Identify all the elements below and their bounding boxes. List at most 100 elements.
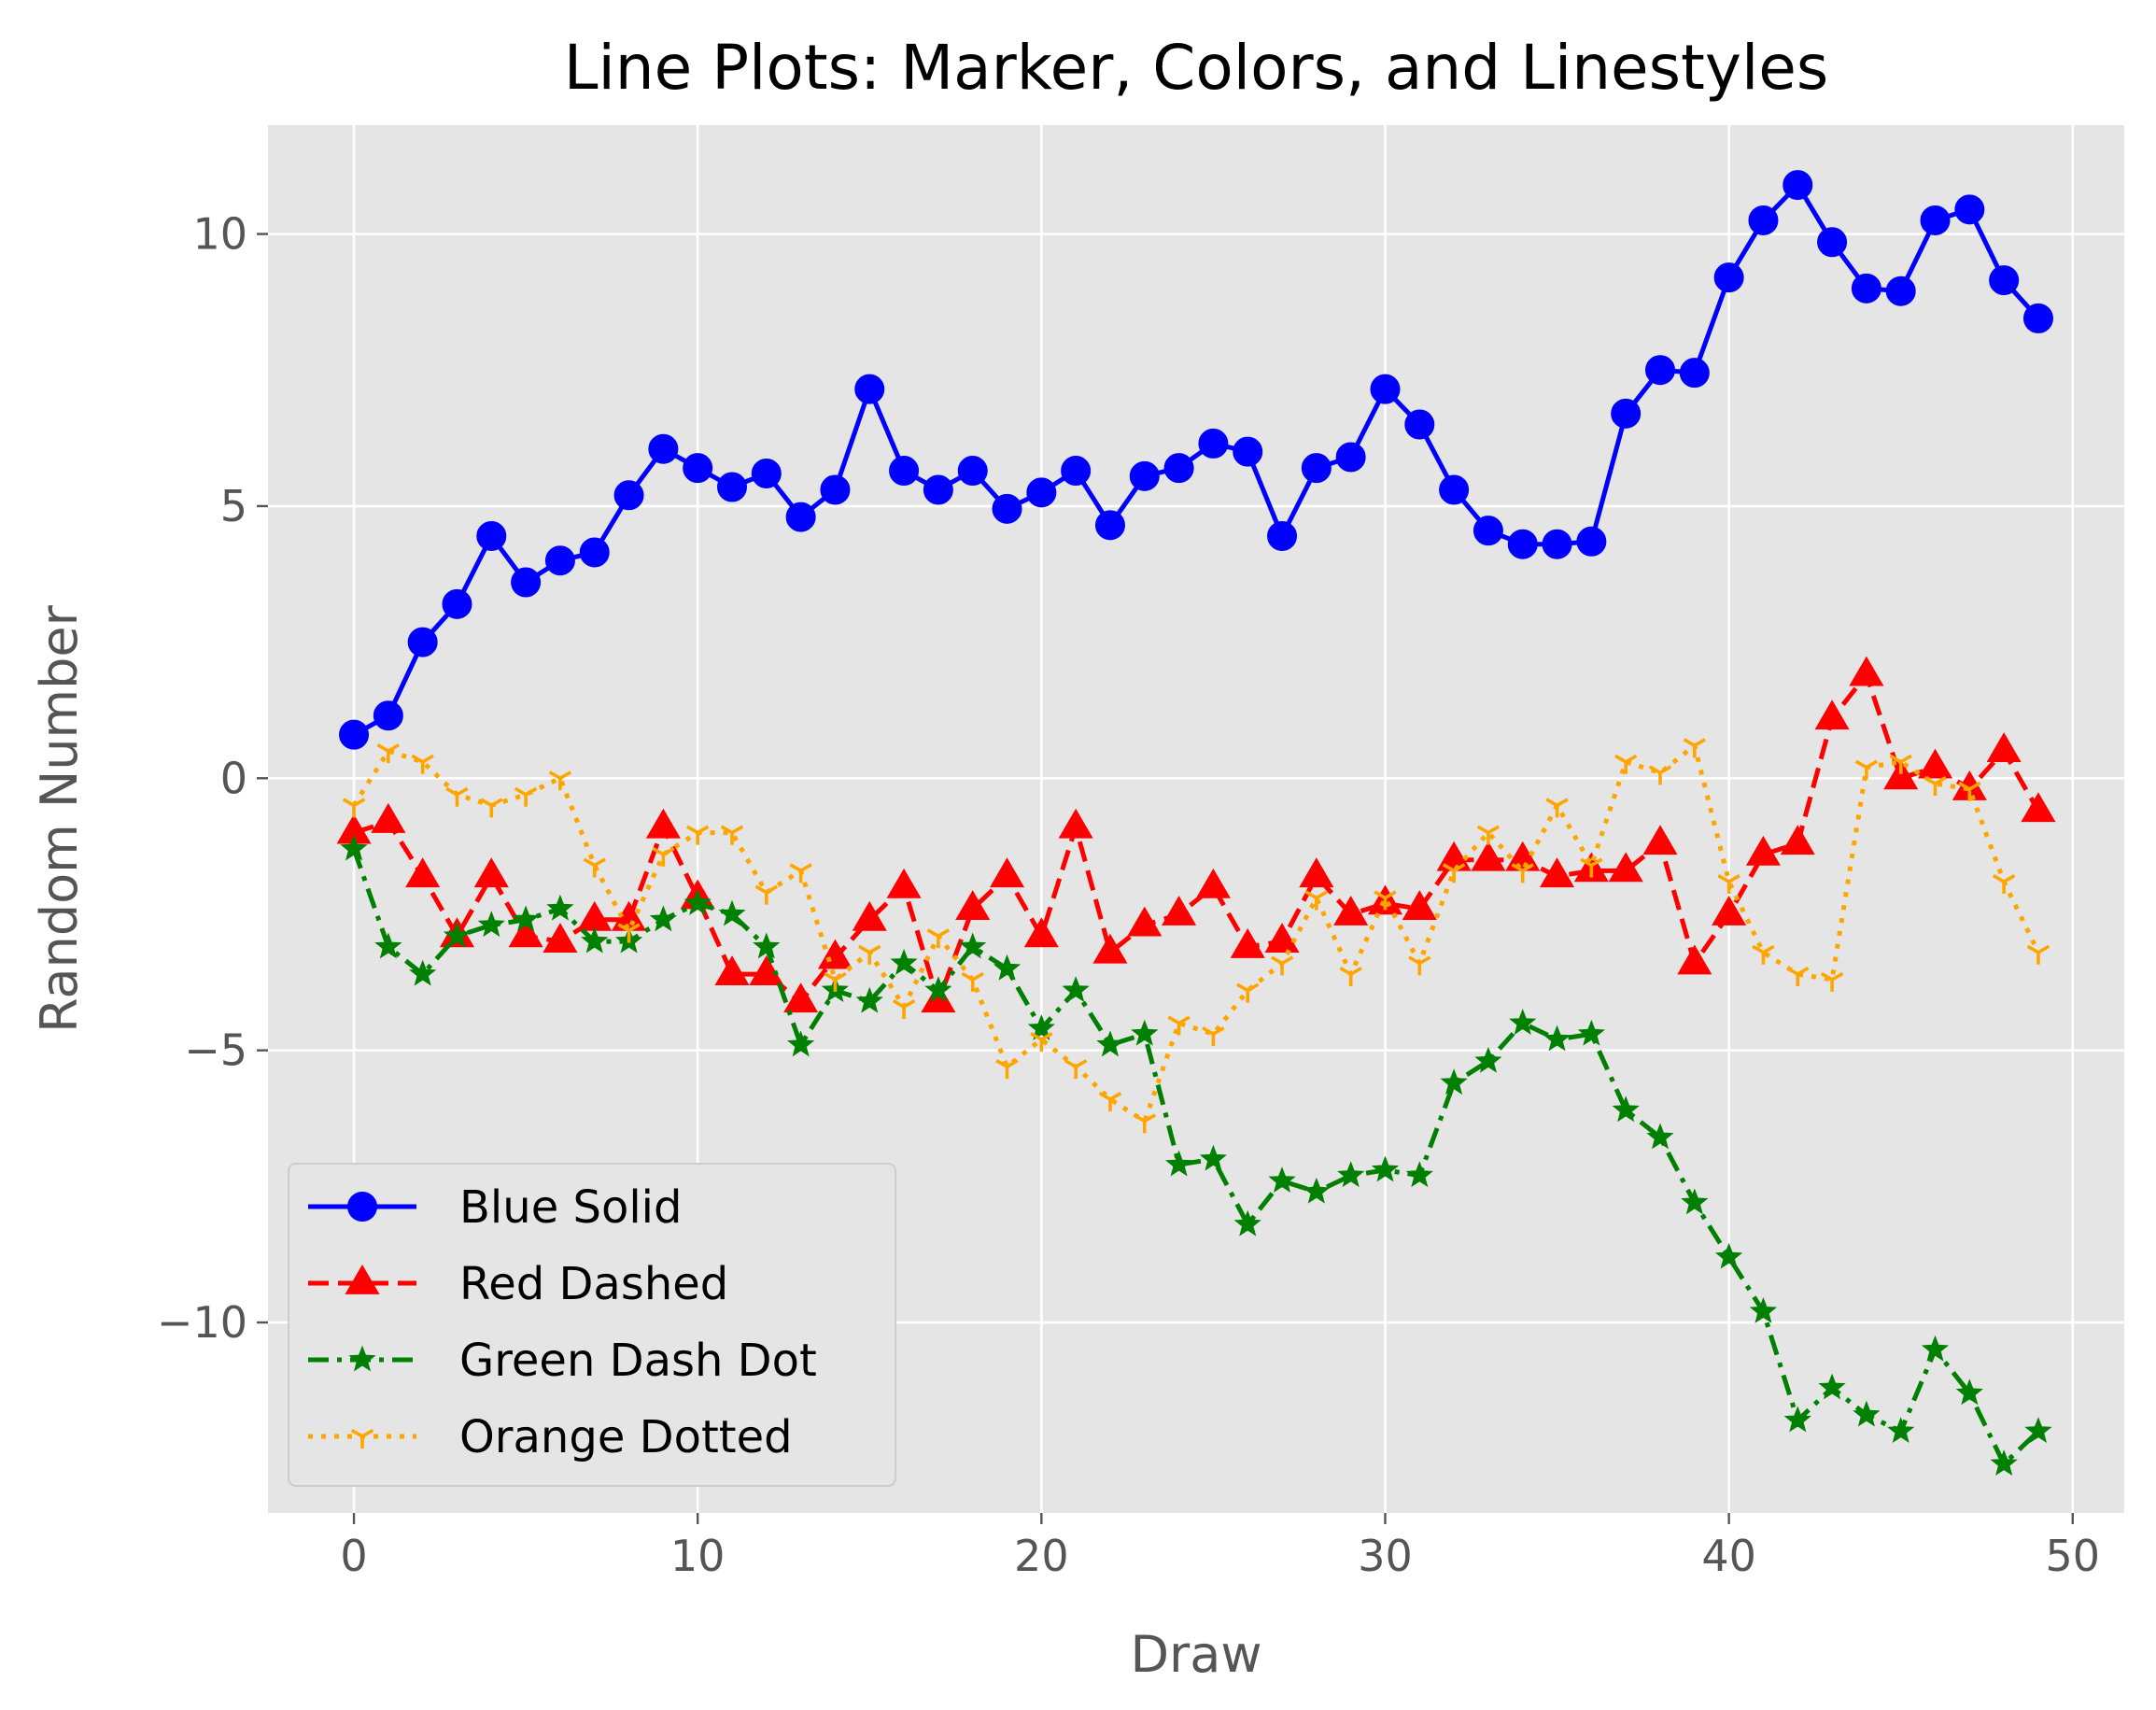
data-point-orange-dotted — [1442, 863, 1466, 883]
data-point-red-dashed — [886, 868, 922, 898]
data-point-orange-dotted — [1304, 890, 1329, 911]
data-point-green-dash-dot — [786, 1030, 815, 1057]
data-point-red-dashed — [508, 917, 543, 948]
data-point-red-dashed — [1849, 656, 1884, 686]
data-point-orange-dotted — [548, 770, 572, 791]
data-point-orange-dotted — [1992, 873, 2016, 895]
data-point-red-dashed — [1299, 857, 1334, 888]
data-point-blue-solid — [1507, 529, 1538, 559]
x-axis-ticks: 0 10 20 30 40 50 — [340, 1513, 2100, 1581]
legend-label-green-dash-dot: Green Dash Dot — [459, 1335, 817, 1387]
data-point-green-dash-dot — [649, 905, 678, 932]
data-point-green-dash-dot — [443, 921, 472, 948]
data-point-blue-solid — [1783, 170, 1813, 201]
data-point-green-dash-dot — [1921, 1335, 1950, 1362]
data-point-green-dash-dot — [1164, 1150, 1193, 1177]
data-point-orange-dotted — [1648, 765, 1672, 785]
data-point-orange-dotted — [411, 754, 434, 774]
data-point-orange-dotted — [652, 846, 675, 867]
data-point-red-dashed — [1712, 895, 1747, 926]
data-point-blue-solid — [1163, 453, 1194, 484]
legend: Blue Solid Red Dashed Green Dash Dot Orange… — [288, 1163, 896, 1487]
data-point-blue-solid — [1748, 205, 1779, 235]
data-point-red-dashed — [783, 982, 819, 1013]
data-point-blue-solid — [544, 545, 575, 576]
data-point-blue-solid — [579, 537, 610, 568]
data-point-red-dashed — [1230, 927, 1265, 958]
data-point-green-dash-dot — [1681, 1188, 1709, 1215]
data-point-green-dash-dot — [1990, 1449, 2018, 1477]
data-point-orange-dotted — [1030, 1031, 1053, 1053]
data-point-blue-solid — [476, 520, 507, 551]
y-tick-label: 0 — [220, 753, 247, 803]
data-point-red-dashed — [1264, 923, 1300, 954]
data-point-orange-dotted — [480, 798, 503, 818]
data-point-blue-solid — [923, 474, 953, 505]
series-blue-solid — [339, 170, 2053, 750]
legend-label-blue-solid: Blue Solid — [459, 1181, 682, 1234]
data-point-orange-dotted — [1752, 944, 1775, 965]
data-point-green-dash-dot — [1096, 1030, 1124, 1057]
data-point-orange-dotted — [754, 884, 779, 905]
data-point-blue-solid — [1473, 516, 1503, 546]
data-point-blue-solid — [1267, 520, 1298, 551]
data-point-red-dashed — [749, 955, 784, 985]
data-point-blue-solid — [613, 480, 644, 511]
data-point-red-dashed — [2021, 792, 2056, 823]
data-point-orange-dotted — [1923, 776, 1947, 797]
legend-marker-orange-dotted — [350, 1428, 374, 1449]
data-point-red-dashed — [1780, 825, 1815, 855]
data-point-red-dashed — [1883, 759, 1919, 790]
data-point-orange-dotted — [858, 944, 881, 965]
series-red-dashed — [336, 656, 2056, 1013]
y-tick-label: 10 — [192, 209, 247, 260]
data-point-green-dash-dot — [924, 976, 952, 1003]
data-point-green-dash-dot — [512, 905, 540, 932]
data-point-red-dashed — [1745, 835, 1781, 866]
data-point-red-dashed — [473, 857, 509, 888]
data-point-orange-dotted — [1476, 825, 1501, 845]
data-point-green-dash-dot — [1233, 1209, 1261, 1237]
data-point-green-dash-dot — [581, 926, 609, 954]
data-point-orange-dotted — [1408, 955, 1431, 976]
data-point-green-dash-dot — [340, 834, 368, 861]
data-point-blue-solid — [1542, 529, 1572, 559]
data-point-orange-dotted — [617, 923, 641, 943]
data-point-blue-solid — [683, 453, 713, 484]
data-point-blue-solid — [1026, 477, 1057, 508]
data-point-orange-dotted — [685, 825, 710, 845]
data-point-orange-dotted — [720, 825, 744, 845]
data-point-orange-dotted — [1202, 1026, 1225, 1047]
data-point-blue-solid — [1439, 474, 1470, 505]
data-point-green-dash-dot — [1853, 1400, 1881, 1427]
data-point-red-dashed — [1162, 895, 1197, 926]
x-tick-label: 50 — [2046, 1531, 2101, 1581]
data-point-orange-dotted — [376, 743, 401, 764]
data-point-green-dash-dot — [1405, 1161, 1433, 1188]
x-tick-label: 0 — [340, 1531, 367, 1581]
data-point-green-dash-dot — [1577, 1019, 1606, 1046]
data-point-green-dash-dot — [1337, 1161, 1365, 1188]
data-point-orange-dotted — [1683, 738, 1707, 758]
data-point-green-dash-dot — [1131, 1019, 1159, 1046]
data-point-orange-dotted — [445, 786, 469, 807]
data-point-blue-solid — [854, 374, 885, 404]
series-green-dash-dot — [340, 834, 2052, 1477]
data-point-blue-solid — [1094, 510, 1125, 541]
data-point-blue-solid — [785, 502, 816, 532]
data-point-red-dashed — [1986, 732, 2022, 763]
data-point-green-dash-dot — [1612, 1095, 1640, 1123]
data-point-blue-solid — [1954, 194, 1985, 225]
data-point-orange-dotted — [892, 998, 916, 1020]
data-point-blue-solid — [442, 588, 472, 619]
legend-marker-red-dashed — [345, 1265, 380, 1294]
data-point-blue-solid — [820, 474, 851, 505]
series-layer — [336, 170, 2056, 1477]
data-point-red-dashed — [1814, 700, 1850, 730]
series-orange-dotted — [342, 738, 2050, 1134]
data-point-green-dash-dot — [1474, 1046, 1502, 1073]
data-point-red-dashed — [955, 890, 991, 921]
x-tick-label: 10 — [670, 1531, 726, 1581]
data-point-green-dash-dot — [1199, 1144, 1228, 1171]
